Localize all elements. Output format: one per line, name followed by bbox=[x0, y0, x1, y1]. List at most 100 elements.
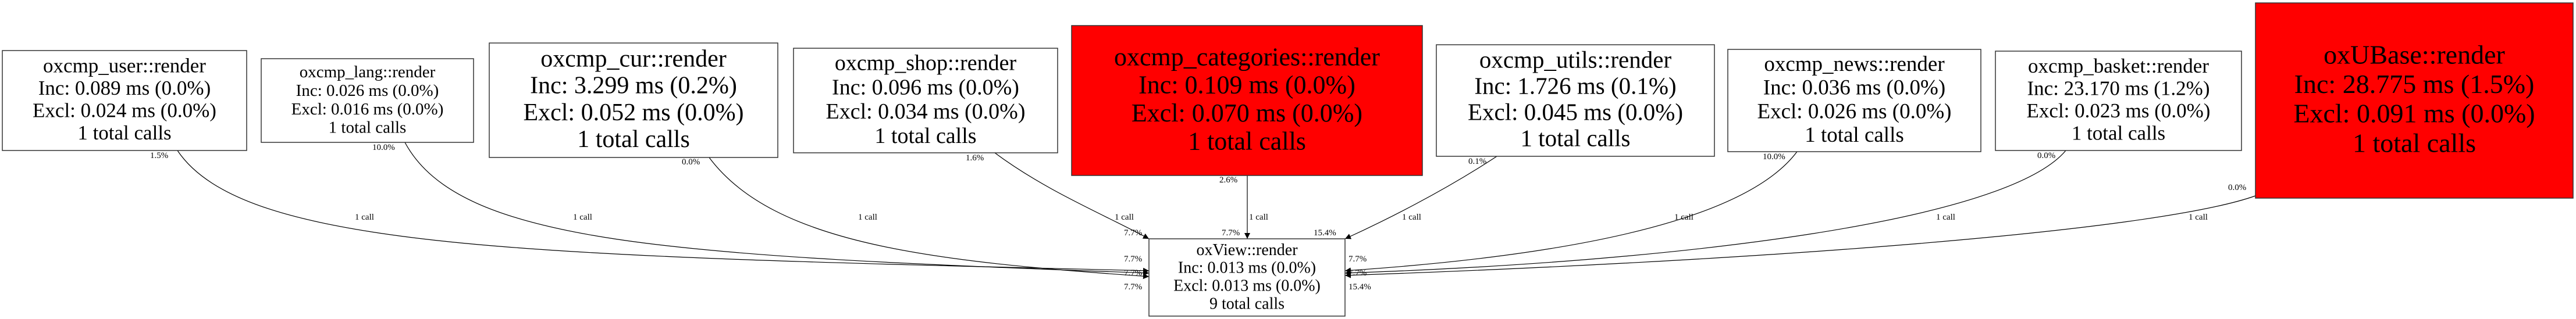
node-inc: Inc: 0.036 ms (0.0%) bbox=[1763, 76, 1945, 100]
edge-path bbox=[1344, 151, 1798, 274]
node-calls: 1 total calls bbox=[874, 124, 976, 148]
edge-ubase-to-view: 1 call 0.0% 7.7% bbox=[1344, 183, 2256, 278]
node-name: oxcmp_lang::render bbox=[300, 63, 436, 81]
node-calls: 1 total calls bbox=[77, 121, 171, 144]
node-inc: Inc: 28.775 ms (1.5%) bbox=[2294, 69, 2535, 99]
node-name: oxcmp_cur::render bbox=[540, 46, 727, 73]
edge-lang-to-view: 1 call 10.0% 7.7% bbox=[372, 142, 1150, 278]
node-box bbox=[1148, 238, 1346, 317]
edge-head-percent: 7.7% bbox=[1349, 255, 1367, 264]
edge-path bbox=[709, 157, 1150, 279]
edges-layer: 1 call 1.5% 7.7% 1 call 10.0% 7.7% 1 call 0.0% 7… bbox=[150, 142, 2256, 292]
node-box bbox=[1995, 51, 2242, 151]
edge-basket-to-view: 1 call 0.0% 15.4% bbox=[1344, 150, 2066, 292]
edge-tail-percent: 10.0% bbox=[1763, 152, 1785, 162]
node-name: oxcmp_utils::render bbox=[1479, 46, 1672, 73]
edge-cur-to-view: 1 call 0.0% 7.7% bbox=[682, 157, 1150, 292]
edge-call-label: 1 call bbox=[1674, 213, 1693, 222]
node-name: oxcmp_shop::render bbox=[835, 51, 1017, 76]
node-name: oxUBase::render bbox=[2324, 40, 2505, 70]
node-calls: 1 total calls bbox=[2353, 128, 2476, 157]
edge-head-percent: 7.7% bbox=[1222, 228, 1240, 238]
node-box bbox=[1071, 25, 1423, 176]
edge-path bbox=[177, 150, 1150, 274]
edge-call-label: 1 call bbox=[1402, 213, 1421, 222]
node-excl: Excl: 0.016 ms (0.0%) bbox=[291, 100, 444, 119]
edge-call-label: 1 call bbox=[1249, 213, 1268, 222]
node-calls: 1 total calls bbox=[2072, 122, 2165, 145]
edge-news-to-view: 1 call 10.0% 7.7% bbox=[1344, 151, 1798, 274]
edge-path bbox=[994, 152, 1150, 239]
node-box bbox=[1436, 44, 1715, 157]
node-excl: Excl: 0.052 ms (0.0%) bbox=[523, 99, 743, 126]
node-excl: Excl: 0.091 ms (0.0%) bbox=[2293, 99, 2535, 128]
edge-path bbox=[1344, 156, 1497, 239]
edge-tail-percent: 0.1% bbox=[1468, 157, 1486, 166]
edge-call-label: 1 call bbox=[573, 213, 592, 222]
node-inc: Inc: 0.109 ms (0.0%) bbox=[1138, 71, 1355, 99]
node-excl: Excl: 0.045 ms (0.0%) bbox=[1468, 99, 1683, 126]
edge-tail-percent: 2.6% bbox=[1219, 175, 1237, 185]
edge-tail-percent: 0.0% bbox=[2037, 151, 2055, 160]
edge-utils-to-view: 1 call 0.1% 15.4% bbox=[1314, 156, 1497, 239]
edge-head-percent: 7.7% bbox=[1124, 255, 1142, 264]
edge-call-label: 1 call bbox=[1115, 213, 1134, 222]
edge-call-label: 1 call bbox=[858, 213, 877, 222]
node-box bbox=[261, 58, 474, 143]
node-excl: Excl: 0.026 ms (0.0%) bbox=[1757, 99, 1952, 123]
node-name: oxcmp_basket::render bbox=[2028, 55, 2209, 77]
edge-head-percent: 15.4% bbox=[1349, 282, 1371, 292]
node-inc: Inc: 3.299 ms (0.2%) bbox=[530, 73, 737, 99]
node-inc: Inc: 23.170 ms (1.2%) bbox=[2027, 77, 2210, 100]
edge-shop-to-view: 1 call 1.6% 7.7% bbox=[966, 152, 1150, 239]
node-excl: Excl: 0.023 ms (0.0%) bbox=[2027, 99, 2211, 122]
edge-tail-percent: 1.6% bbox=[966, 153, 984, 163]
node-box bbox=[1727, 49, 1981, 152]
node-inc: Inc: 0.089 ms (0.0%) bbox=[38, 77, 211, 99]
node-calls: 1 total calls bbox=[1188, 127, 1306, 155]
edge-call-label: 1 call bbox=[2189, 213, 2208, 222]
edge-tail-percent: 1.5% bbox=[150, 151, 168, 160]
edge-path bbox=[1344, 195, 2256, 278]
edge-head-percent: 15.4% bbox=[1314, 228, 1336, 238]
node-name: oxView::render bbox=[1196, 241, 1298, 259]
node-inc: Inc: 0.096 ms (0.0%) bbox=[832, 75, 1019, 99]
node-calls: 1 total calls bbox=[329, 119, 407, 137]
node-name: oxcmp_categories::render bbox=[1114, 42, 1380, 71]
node-calls: 9 total calls bbox=[1209, 295, 1285, 313]
node-name: oxcmp_news::render bbox=[1764, 52, 1944, 76]
edge-tail-percent: 10.0% bbox=[372, 143, 395, 152]
edge-head-percent: 7.7% bbox=[1124, 268, 1142, 278]
edge-head-percent: 7.7% bbox=[1124, 228, 1142, 238]
edge-call-label: 1 call bbox=[355, 213, 374, 222]
node-inc: Inc: 0.013 ms (0.0%) bbox=[1178, 259, 1316, 277]
edge-head-percent: 7.7% bbox=[1124, 282, 1142, 292]
node-excl: Excl: 0.034 ms (0.0%) bbox=[826, 99, 1025, 124]
node-box bbox=[489, 42, 778, 158]
edge-categories-to-view: 1 call 2.6% 7.7% bbox=[1219, 175, 1268, 239]
node-calls: 1 total calls bbox=[577, 126, 690, 153]
edge-tail-percent: 0.0% bbox=[2228, 183, 2246, 192]
edge-call-label: 1 call bbox=[1936, 213, 1955, 222]
node-calls: 1 total calls bbox=[1805, 123, 1904, 147]
node-inc: Inc: 0.026 ms (0.0%) bbox=[296, 81, 439, 100]
edge-path bbox=[1344, 150, 2066, 276]
node-excl: Excl: 0.070 ms (0.0%) bbox=[1132, 99, 1362, 127]
node-excl: Excl: 0.013 ms (0.0%) bbox=[1173, 277, 1321, 295]
node-box bbox=[793, 48, 1058, 153]
node-box bbox=[2255, 2, 2574, 199]
node-excl: Excl: 0.024 ms (0.0%) bbox=[33, 99, 216, 122]
edge-tail-percent: 0.0% bbox=[682, 157, 700, 167]
